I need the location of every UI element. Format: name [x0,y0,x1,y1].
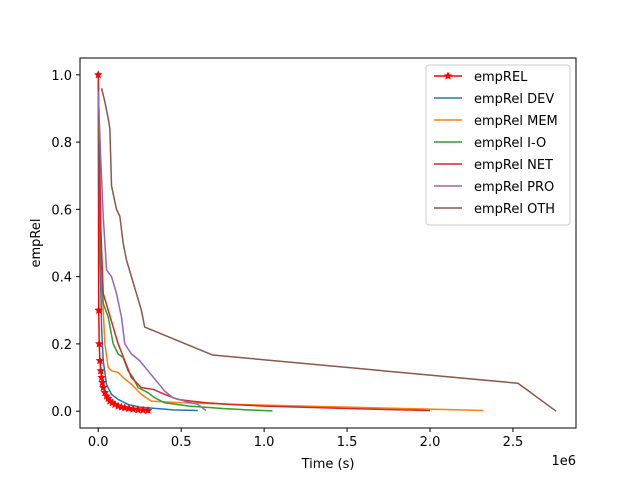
data-point-0-18 [128,404,138,413]
series-line-4 [97,74,431,412]
data-point-0-16 [120,403,130,412]
legend-marker-0 [443,71,453,80]
x-tick-label-0: 0.0 [88,435,109,450]
x-axis-offset-label: 1e6 [551,454,576,469]
series-line-2 [97,91,484,412]
y-tick-label-0: 0.0 [51,405,72,420]
data-point-0-1 [94,305,104,315]
y-tick-label-4: 0.8 [51,136,72,151]
data-point-0-4 [96,366,106,375]
y-tick-label-1: 0.2 [51,338,72,353]
plot-frame [79,57,577,429]
x-tick-label-2: 1.0 [254,435,275,450]
legend-box [425,64,571,226]
y-tick-label-5: 1.0 [51,69,72,84]
data-point-0-17 [124,403,134,413]
legend-label-0: empREL [474,70,528,85]
x-tick-label-5: 2.5 [503,435,524,450]
y-axis-label: empRel [29,219,44,268]
legend-label-2: empRel MEM [474,114,558,129]
data-point-0-2 [94,339,104,348]
y-tick-label-3: 0.6 [51,203,72,218]
data-point-0-6 [97,377,107,387]
data-point-0-3 [95,356,105,365]
x-axis-label: Time (s) [301,457,355,472]
plot-markers [93,70,153,415]
series-line-5 [97,91,207,412]
data-point-0-19 [133,405,143,414]
series-line-1 [97,74,198,412]
legend: empREL empRel DEV empRel MEM empRel I-O empR… [425,64,571,226]
legend-label-4: empRel NET [474,158,553,173]
data-point-0-0 [93,70,103,79]
x-tick-label-3: 1.5 [337,435,358,450]
data-point-0-21 [143,405,153,415]
legend-label-1: empRel DEV [474,92,554,107]
series-line-6 [100,88,557,412]
x-tick-label-1: 0.5 [171,435,192,450]
x-axis-ticks: 0.0 0.5 1.0 1.5 2.0 2.5 [88,428,523,450]
x-tick-label-4: 2.0 [420,435,441,450]
legend-label-6: empRel OTH [474,202,555,217]
plot-lines [97,74,557,412]
y-axis-ticks: 0.0 0.2 0.4 0.6 0.8 1.0 [51,69,80,420]
y-tick-label-2: 0.4 [51,271,72,286]
data-point-0-5 [97,372,106,382]
legend-label-3: empRel I-O [474,136,546,151]
legend-label-5: empRel PRO [474,180,554,195]
data-point-0-20 [138,405,148,414]
